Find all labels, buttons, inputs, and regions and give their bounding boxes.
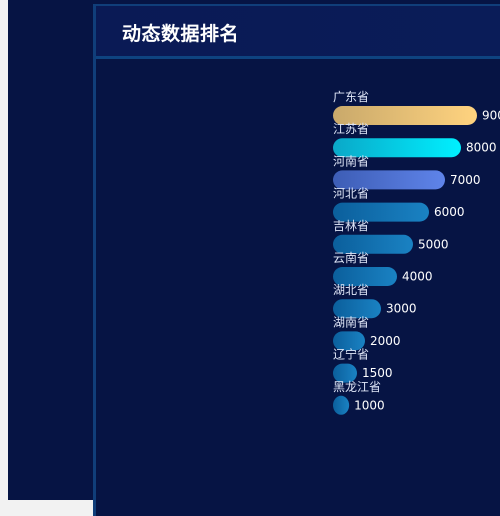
category-label: 河北省 <box>333 187 369 201</box>
category-label: 云南省 <box>333 250 369 265</box>
value-label: 1500 <box>362 366 393 380</box>
bar <box>333 138 461 158</box>
category-label: 黑龙江省 <box>333 380 381 394</box>
bar <box>333 395 350 415</box>
bar <box>333 170 445 190</box>
ranking-bar-chart: 广东省 9000 江苏省 8000 河南省 7000 河北省 6000 吉林省 5000 云南省 40… <box>333 90 500 415</box>
bar <box>333 299 381 319</box>
bar <box>333 363 357 383</box>
value-label: 6000 <box>434 205 465 219</box>
value-label: 7000 <box>450 173 481 187</box>
category-label: 湖北省 <box>333 282 369 297</box>
bar <box>333 202 429 222</box>
value-label: 9000 <box>482 109 500 123</box>
panel-title: 动态数据排名 <box>122 23 240 45</box>
panel-header: 动态数据排名 <box>96 6 500 59</box>
value-label: 5000 <box>418 237 449 251</box>
value-label: 2000 <box>370 334 401 348</box>
bar <box>333 331 365 351</box>
value-label: 8000 <box>466 141 497 155</box>
category-label: 湖南省 <box>333 314 369 329</box>
category-label: 吉林省 <box>333 219 369 233</box>
bar <box>333 234 413 254</box>
category-label: 辽宁省 <box>333 347 369 362</box>
bar <box>333 106 477 125</box>
value-label: 1000 <box>354 398 385 412</box>
category-label: 河南省 <box>333 153 369 168</box>
ranking-panel: 动态数据排名 <box>93 4 500 516</box>
value-label: 4000 <box>402 270 433 284</box>
category-label: 广东省 <box>333 90 369 104</box>
bar <box>333 267 397 286</box>
category-label: 江苏省 <box>333 122 369 136</box>
value-label: 3000 <box>386 302 417 316</box>
